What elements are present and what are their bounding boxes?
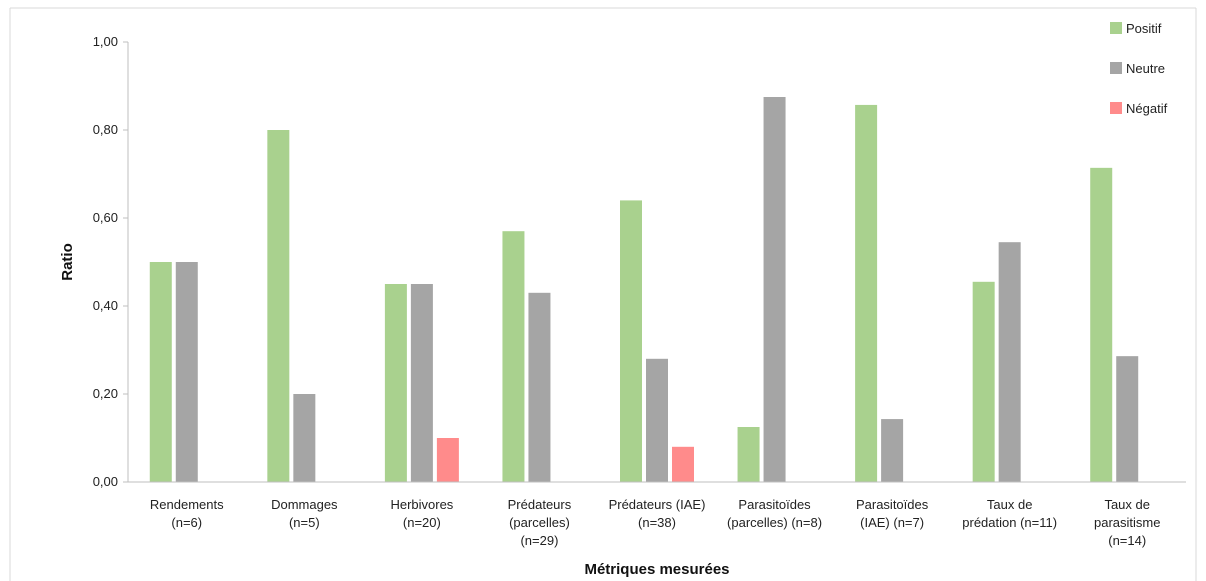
x-category-label: Taux de parasitisme (n=14) xyxy=(1094,497,1160,548)
legend-swatch-neutre xyxy=(1110,62,1122,74)
bar-positif xyxy=(972,281,995,482)
bar-neutre xyxy=(175,262,198,482)
bar-neutre xyxy=(646,358,668,482)
x-category-label: Prédateurs (parcelles) (n=29) xyxy=(508,497,572,548)
x-category-label: Rendements (n=6) xyxy=(150,497,224,530)
bar-positif xyxy=(267,130,290,482)
y-tick-label: 1,00 xyxy=(93,34,118,49)
y-axis-title: Ratio xyxy=(59,243,76,281)
legend-label-negatif: Négatif xyxy=(1126,101,1168,116)
bar-positif xyxy=(502,231,525,482)
bar-neutre xyxy=(881,419,904,482)
bars-group xyxy=(149,97,1139,483)
y-tick-label: 0,20 xyxy=(93,386,118,401)
bar-neutre xyxy=(410,284,433,482)
y-tick-label: 0,00 xyxy=(93,474,118,489)
legend-label-neutre: Neutre xyxy=(1126,61,1165,76)
x-category-label: Herbivores (n=20) xyxy=(390,497,453,530)
x-category-label: Taux de prédation (n=11) xyxy=(962,497,1057,530)
bar-neutre xyxy=(528,292,551,482)
bar-neutre xyxy=(763,97,786,482)
bar-negatif xyxy=(672,446,694,482)
bar-positif xyxy=(737,427,760,482)
y-tick-label: 0,40 xyxy=(93,298,118,313)
x-category-label: Prédateurs (IAE) (n=38) xyxy=(609,497,706,530)
bar-neutre xyxy=(998,242,1021,482)
y-axis: 0,00 0,20 0,40 0,60 0,80 1,00 xyxy=(93,34,129,489)
x-category-label: Dommages (n=5) xyxy=(271,497,338,530)
bar-neutre xyxy=(293,394,316,482)
x-axis-title: Métriques mesurées xyxy=(584,561,729,578)
legend: Positif Neutre Négatif xyxy=(1110,21,1168,116)
bar-negatif xyxy=(436,438,459,482)
legend-swatch-positif xyxy=(1110,22,1122,34)
bar-positif xyxy=(149,262,172,482)
y-tick-label: 0,60 xyxy=(93,210,118,225)
bar-neutre xyxy=(1116,356,1139,482)
x-category-label: Parasitoïdes (parcelles) (n=8) xyxy=(727,497,822,530)
x-category-label: Parasitoïdes (IAE) (n=7) xyxy=(856,497,929,530)
bar-positif xyxy=(620,200,642,482)
legend-label-positif: Positif xyxy=(1126,21,1162,36)
legend-swatch-negatif xyxy=(1110,102,1122,114)
y-tick-label: 0,80 xyxy=(93,122,118,137)
bar-positif xyxy=(1090,167,1113,482)
x-axis: Rendements (n=6) Dommages (n=5) Herbivores (n… xyxy=(128,481,1186,548)
bar-positif xyxy=(855,104,878,483)
bar-positif xyxy=(384,284,407,482)
